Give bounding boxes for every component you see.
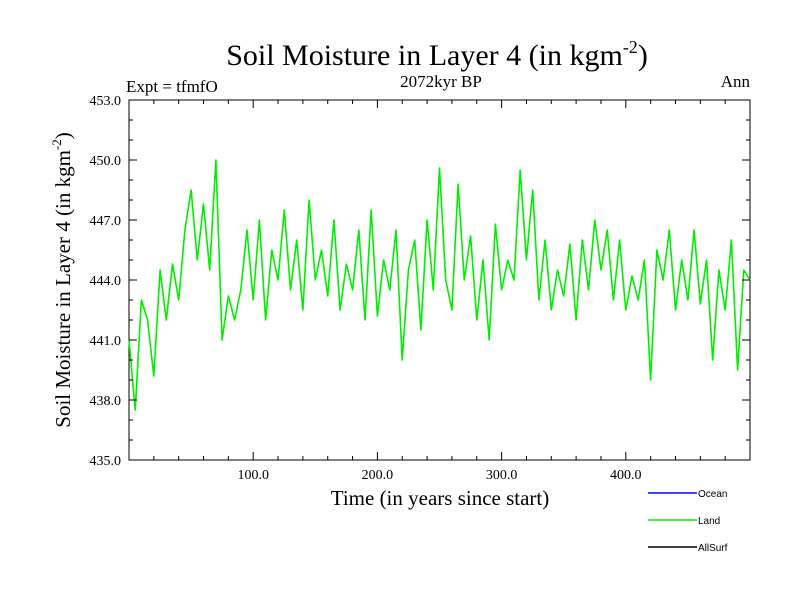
- series-line-land: [128, 159, 751, 411]
- chart-title-superscript: -2: [623, 37, 638, 57]
- y-tick-label: 453.0: [90, 94, 122, 109]
- chart-title-main: Soil Moisture in Layer 4 (in kgm: [226, 39, 623, 72]
- y-axis-label-close: ): [51, 132, 75, 139]
- y-tick-label: 447.0: [90, 214, 122, 229]
- y-tick-label: 435.0: [90, 454, 122, 469]
- chart-title-close: ): [638, 39, 648, 72]
- legend-label-allsurf: AllSurf: [698, 543, 728, 554]
- y-axis-ticks: 435.0 438.0 441.0 444.0 447.0 450.0 453.0: [90, 94, 750, 469]
- legend-label-land: Land: [698, 516, 720, 527]
- experiment-label: Expt = tfmfO: [126, 77, 218, 96]
- y-tick-label: 444.0: [90, 274, 122, 289]
- x-axis-ticks: 100.0 200.0 300.0 400.0: [153, 100, 726, 483]
- y-tick-label: 441.0: [90, 334, 122, 349]
- x-tick-label: 100.0: [237, 468, 269, 483]
- series-group: [128, 159, 751, 411]
- x-tick-label: 300.0: [486, 468, 518, 483]
- legend-label-ocean: Ocean: [698, 489, 727, 500]
- x-axis-label: Time (in years since start): [331, 486, 550, 510]
- season-label: Ann: [721, 72, 751, 91]
- y-axis-label: Soil Moisture in Layer 4 (in kgm-2): [49, 132, 75, 427]
- chart-title: Soil Moisture in Layer 4 (in kgm-2): [226, 37, 648, 72]
- legend: Ocean Land AllSurf: [648, 489, 728, 554]
- y-tick-label: 438.0: [90, 394, 122, 409]
- chart-subtitle: 2072kyr BP: [400, 72, 482, 91]
- y-tick-label: 450.0: [90, 154, 122, 169]
- plot-frame: [128, 99, 751, 461]
- x-tick-label: 400.0: [610, 468, 642, 483]
- x-tick-label: 200.0: [362, 468, 394, 483]
- y-axis-label-main: Soil Moisture in Layer 4 (in kgm: [51, 150, 75, 428]
- y-axis-label-superscript: -2: [49, 139, 64, 150]
